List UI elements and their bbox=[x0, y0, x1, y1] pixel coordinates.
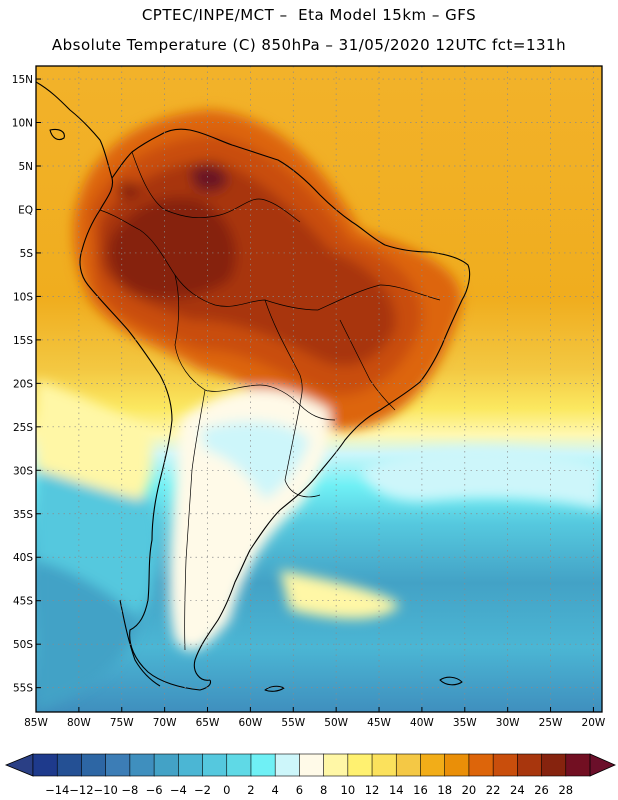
colorbar-label: 16 bbox=[413, 783, 428, 797]
lat-label: 55S bbox=[13, 683, 33, 695]
colorbar-swatch bbox=[202, 753, 228, 777]
colorbar-label: 4 bbox=[272, 783, 279, 797]
colorbar-label: 22 bbox=[486, 783, 501, 797]
colorbar-swatch bbox=[517, 753, 543, 777]
lat-label: 10S bbox=[13, 291, 33, 303]
colorbar-label: 0 bbox=[223, 783, 230, 797]
lon-label: 70W bbox=[153, 717, 177, 729]
colorbar-label: −2 bbox=[194, 783, 211, 797]
lon-label: 55W bbox=[281, 717, 305, 729]
lat-label: 15S bbox=[13, 335, 33, 347]
lat-label: 25S bbox=[13, 422, 33, 434]
lat-label: 15N bbox=[12, 74, 33, 86]
colorbar-label: −12 bbox=[69, 783, 93, 797]
lon-label: 45W bbox=[367, 717, 391, 729]
colorbar-swatch bbox=[565, 753, 591, 777]
colorbar-swatch bbox=[250, 753, 276, 777]
colorbar-swatch bbox=[56, 753, 83, 777]
lat-label: 30S bbox=[13, 465, 33, 477]
lon-label: 50W bbox=[324, 717, 348, 729]
colorbar-swatch bbox=[105, 753, 131, 777]
colorbar-swatch bbox=[81, 753, 107, 777]
colorbar-label: 8 bbox=[320, 783, 327, 797]
country-borders bbox=[99, 151, 441, 651]
colorbar-label: 12 bbox=[365, 783, 380, 797]
colorbar-swatch bbox=[444, 753, 470, 777]
colorbar-under-arrow bbox=[4, 753, 34, 777]
colorbar-swatch bbox=[274, 753, 300, 777]
colorbar-swatch bbox=[32, 753, 58, 777]
colorbar-label: 6 bbox=[296, 783, 303, 797]
title-field: Absolute Temperature (C) 850hPa – 31/05/… bbox=[51, 36, 567, 54]
colorbar-label: 14 bbox=[389, 783, 404, 797]
colorbar-label: −6 bbox=[146, 783, 163, 797]
colorbar-swatch bbox=[323, 753, 349, 777]
colorbar-over-arrow bbox=[589, 753, 616, 777]
lat-label: 20S bbox=[13, 378, 33, 390]
lon-label: 40W bbox=[410, 717, 434, 729]
colorbar-swatch bbox=[226, 753, 252, 777]
longitude-labels: 85W 80W 75W 70W 65W 60W 55W 50W 45W 40W 35W 30W 25W 2… bbox=[24, 707, 606, 729]
lon-label: 35W bbox=[453, 717, 477, 729]
title-model: CPTEC/INPE/MCT – Eta Model 15km – GFS bbox=[141, 6, 477, 24]
colorbar-swatch bbox=[347, 753, 373, 777]
colorbar-label: 2 bbox=[247, 783, 254, 797]
colorbar-label: 26 bbox=[534, 783, 549, 797]
colorbar-swatch bbox=[541, 753, 567, 777]
colorbar-swatch bbox=[129, 753, 155, 777]
map-frame bbox=[35, 65, 603, 713]
lon-label: 30W bbox=[496, 717, 520, 729]
lon-label: 20W bbox=[582, 717, 606, 729]
colorbar-swatch bbox=[371, 753, 397, 777]
colorbar-label: 18 bbox=[437, 783, 452, 797]
lon-label: 80W bbox=[67, 717, 91, 729]
colorbar-swatch bbox=[153, 753, 179, 777]
lat-label: 5S bbox=[20, 248, 34, 260]
lat-label: 10N bbox=[12, 118, 33, 130]
colorbar-label: 20 bbox=[462, 783, 477, 797]
lon-label: 75W bbox=[110, 717, 134, 729]
lon-label: 65W bbox=[196, 717, 220, 729]
lat-label: EQ bbox=[18, 204, 33, 216]
colorbar-labels: −14 −12 −10 −8 −6 −4 −2 0 2 4 6 8 10 12 14 16 18 20 22 24 26… bbox=[45, 783, 573, 797]
colorbar-label: −4 bbox=[170, 783, 187, 797]
lat-label: 45S bbox=[13, 596, 33, 608]
lon-label: 85W bbox=[24, 717, 48, 729]
colorbar-label: 10 bbox=[341, 783, 356, 797]
lat-label: 35S bbox=[13, 509, 33, 521]
lon-label: 25W bbox=[539, 717, 563, 729]
colorbar-label: 24 bbox=[510, 783, 525, 797]
grid-lines bbox=[36, 66, 602, 712]
lon-label: 60W bbox=[239, 717, 263, 729]
lat-label: 40S bbox=[13, 552, 33, 564]
lat-label: 5N bbox=[18, 161, 33, 173]
latitude-labels: 15N 10N 5N EQ 5S 10S 15S 20S 25S 30S 35S 40S 45S 50S 5… bbox=[12, 74, 41, 695]
colorbar-swatch bbox=[420, 753, 446, 777]
colorbar bbox=[4, 753, 616, 777]
colorbar-label: −8 bbox=[121, 783, 138, 797]
colorbar-label: −10 bbox=[94, 783, 118, 797]
temperature-field bbox=[36, 66, 602, 712]
colorbar-swatch bbox=[492, 753, 518, 777]
colorbar-swatch bbox=[178, 753, 204, 777]
colorbar-swatch bbox=[395, 753, 422, 777]
colorbar-swatch bbox=[468, 753, 494, 777]
colorbar-swatch bbox=[299, 753, 325, 777]
colorbar-label: 28 bbox=[558, 783, 573, 797]
colorbar-label: −14 bbox=[45, 783, 69, 797]
lat-label: 50S bbox=[13, 639, 33, 651]
